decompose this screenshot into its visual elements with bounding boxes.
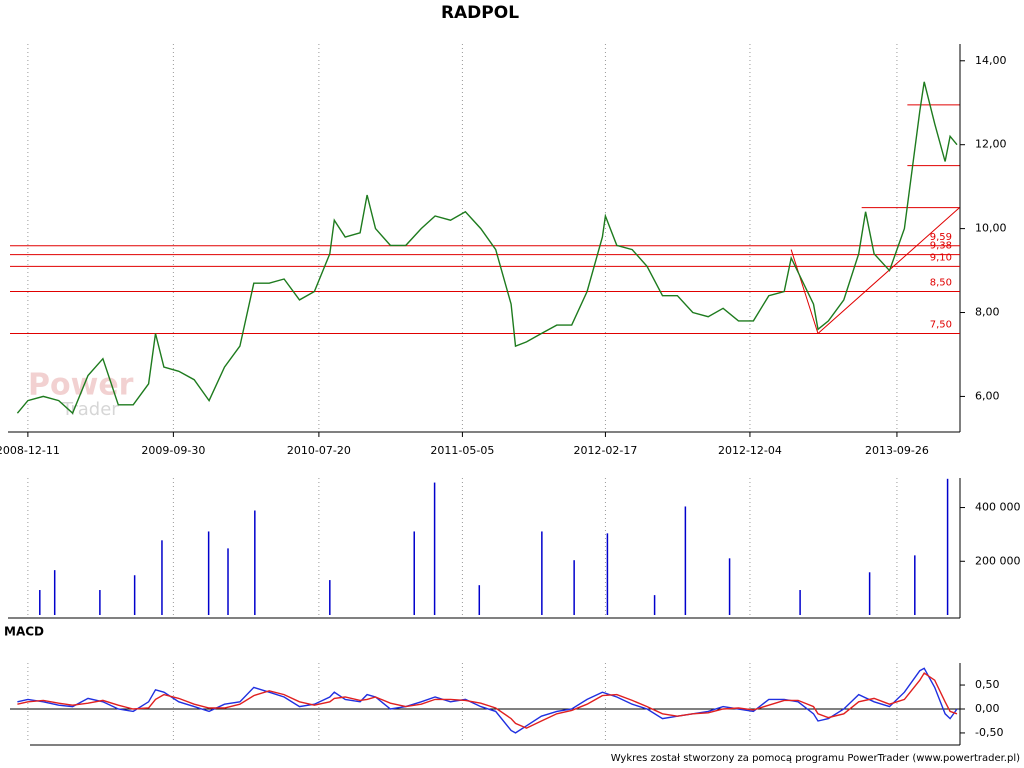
y-tick-label: -0,50 (975, 726, 1003, 739)
data-line (17, 672, 958, 729)
bar (413, 531, 415, 615)
bar (329, 580, 331, 615)
bar (99, 590, 101, 615)
bar (53, 570, 56, 615)
x-tick-label: 2012-12-04 (718, 444, 782, 457)
bar (478, 585, 481, 615)
bar (684, 506, 687, 615)
x-tick-label: 2011-05-05 (430, 444, 494, 457)
watermark: Trader (61, 399, 119, 420)
x-tick-label: 2013-09-26 (865, 444, 929, 457)
chart-title: RADPOL (441, 3, 519, 23)
bar (573, 560, 575, 615)
y-tick-label: 0,50 (975, 678, 1000, 691)
bar (799, 590, 801, 615)
bar (254, 510, 256, 615)
level-label: 9,38 (930, 241, 952, 252)
y-tick-label: 6,00 (975, 389, 1000, 402)
y-tick-label: 400 000 (975, 501, 1021, 514)
x-tick-label: 2010-07-20 (287, 444, 351, 457)
y-tick-label: 8,00 (975, 306, 1000, 319)
bar (39, 590, 41, 615)
level-label: 9,59 (930, 232, 952, 243)
x-tick-label: 2008-12-11 (0, 444, 60, 457)
y-tick-label: 12,00 (975, 138, 1007, 151)
bar (728, 558, 731, 615)
bar (433, 482, 436, 615)
panel-title: MACD (4, 625, 44, 639)
bar (133, 575, 136, 615)
x-tick-label: 2012-02-17 (573, 444, 637, 457)
footer: Wykres został stworzony za pomocą progra… (611, 753, 1020, 764)
y-tick-label: 14,00 (975, 54, 1007, 67)
x-tick-label: 2009-09-30 (141, 444, 205, 457)
level-label: 8,50 (930, 278, 952, 289)
bar (653, 595, 656, 615)
level-label: 7,50 (930, 320, 952, 331)
y-tick-label: 0,00 (975, 702, 1000, 715)
trend-line (790, 249, 819, 334)
bar (606, 533, 609, 615)
level-label: 9,10 (930, 252, 952, 263)
bar (946, 478, 949, 615)
bar (207, 531, 210, 615)
bar (227, 548, 229, 615)
bar (541, 531, 543, 615)
bar (868, 572, 871, 615)
y-tick-label: 10,00 (975, 222, 1007, 235)
data-line (17, 667, 958, 734)
bar (914, 555, 916, 615)
y-tick-label: 200 000 (975, 554, 1021, 567)
bar (161, 540, 163, 615)
data-line (16, 81, 958, 415)
